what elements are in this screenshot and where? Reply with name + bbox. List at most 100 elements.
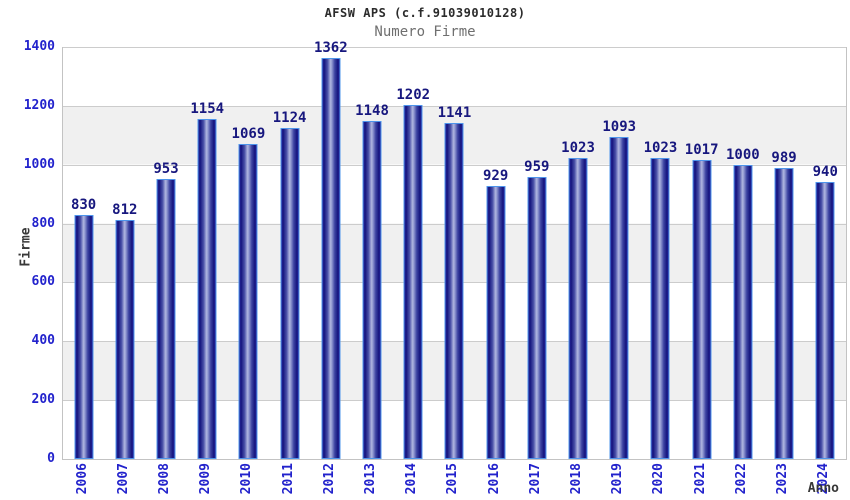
bar bbox=[197, 119, 217, 459]
x-tick-label: 2010 bbox=[239, 463, 255, 495]
bar-slot: 1023 bbox=[640, 47, 681, 459]
x-tick-label: 2013 bbox=[363, 463, 379, 495]
bar-slot: 1124 bbox=[269, 47, 310, 459]
x-tick-label: 2009 bbox=[198, 463, 214, 495]
x-tick-label: 2014 bbox=[404, 463, 420, 495]
bar-slot: 1362 bbox=[310, 41, 351, 459]
bar bbox=[444, 123, 464, 459]
x-tick-label: 2022 bbox=[733, 463, 749, 495]
bar-value-label: 929 bbox=[482, 167, 509, 184]
bar-slot: 1148 bbox=[351, 47, 392, 459]
x-tick-slot: 2018 bbox=[556, 463, 597, 500]
bar-slot: 989 bbox=[763, 47, 804, 459]
bar-slot: 1154 bbox=[187, 47, 228, 459]
x-tick-slot: 2016 bbox=[474, 463, 515, 500]
bar-value-label: 830 bbox=[70, 196, 97, 213]
bar-slot: 1141 bbox=[434, 47, 475, 459]
bar bbox=[403, 105, 423, 459]
x-tick-slot: 2022 bbox=[721, 463, 762, 500]
bar bbox=[774, 167, 794, 459]
x-tick-slot: 2009 bbox=[186, 463, 227, 500]
bar-value-label: 1148 bbox=[355, 103, 389, 120]
bar-value-label: 1023 bbox=[561, 139, 595, 156]
x-tick-label: 2021 bbox=[692, 463, 708, 495]
x-tick-label: 2012 bbox=[321, 463, 337, 495]
x-tick-slot: 2006 bbox=[62, 463, 103, 500]
chart-subtitle: Numero Firme bbox=[374, 24, 476, 40]
bar-slot: 1202 bbox=[393, 47, 434, 459]
gridline bbox=[63, 105, 846, 107]
bar-slot: 1093 bbox=[599, 47, 640, 459]
bar-value-label: 959 bbox=[524, 158, 550, 175]
bar bbox=[115, 220, 135, 459]
bar bbox=[362, 121, 382, 459]
x-tick-label: 2023 bbox=[775, 463, 791, 495]
bar-value-label: 1202 bbox=[396, 87, 431, 104]
bar bbox=[692, 159, 712, 459]
plot-area: 830 812 953 1154 1069 1124 1362 1148 1202 1141 929… bbox=[62, 41, 847, 460]
y-axis-title: Firme bbox=[18, 227, 34, 267]
bar-value-label: 1069 bbox=[231, 126, 266, 143]
bar-value-label: 1093 bbox=[602, 119, 637, 136]
x-tick-label: 2008 bbox=[157, 463, 172, 495]
x-tick-slot: 2007 bbox=[103, 463, 144, 500]
bar bbox=[568, 157, 588, 459]
bar-slot: 1023 bbox=[557, 47, 598, 459]
bar-value-label: 812 bbox=[112, 202, 138, 219]
bar-value-label: 989 bbox=[771, 149, 797, 166]
x-tick-label: 2015 bbox=[445, 463, 461, 495]
y-tick-label: 1200 bbox=[23, 97, 55, 113]
x-tick-label: 2020 bbox=[651, 463, 667, 495]
y-tick-label: 1000 bbox=[23, 156, 55, 172]
bar bbox=[321, 58, 341, 459]
bars-container: 830 812 953 1154 1069 1124 1362 1148 1202 1141 929… bbox=[63, 41, 846, 459]
x-tick-slot: 2021 bbox=[680, 463, 721, 500]
bar-value-label: 1362 bbox=[313, 40, 348, 57]
x-tick-slot: 2020 bbox=[639, 463, 680, 500]
bar-value-label: 940 bbox=[812, 164, 838, 181]
bar-slot: 1000 bbox=[722, 47, 763, 459]
x-tick-slot: 2023 bbox=[762, 463, 803, 500]
bar-slot: 959 bbox=[516, 47, 557, 459]
chart-title: AFSW APS (c.f.91039010128) bbox=[324, 6, 526, 20]
y-tick-label: 0 bbox=[47, 451, 55, 466]
bar bbox=[74, 214, 94, 459]
bar-slot: 830 bbox=[63, 47, 104, 459]
bar-slot: 953 bbox=[145, 47, 186, 459]
bar-value-label: 1124 bbox=[272, 110, 307, 127]
bar-value-label: 1141 bbox=[437, 105, 472, 122]
x-tick-slot: 2013 bbox=[350, 463, 391, 500]
x-tick-label: 2018 bbox=[569, 463, 585, 495]
bar bbox=[156, 178, 176, 459]
x-tick-slot: 2011 bbox=[268, 463, 309, 500]
x-tick-slot: 2012 bbox=[309, 463, 350, 500]
bar-slot: 812 bbox=[104, 47, 145, 459]
bar-value-label: 1023 bbox=[643, 139, 678, 156]
bar bbox=[609, 137, 629, 459]
y-tick-label: 800 bbox=[31, 215, 55, 231]
bar bbox=[815, 182, 835, 459]
y-tick-label: 600 bbox=[31, 274, 55, 290]
gridline bbox=[63, 47, 846, 48]
x-tick-label: 2019 bbox=[610, 463, 626, 495]
bar-slot: 1017 bbox=[681, 47, 722, 459]
bar bbox=[238, 144, 258, 459]
x-tick-slot: 2015 bbox=[433, 463, 474, 500]
bar-value-label: 1000 bbox=[725, 146, 760, 163]
x-tick-slot: 2017 bbox=[515, 463, 556, 500]
x-tick-slot: 2019 bbox=[598, 463, 639, 500]
bar-slot: 929 bbox=[475, 47, 516, 459]
x-tick-slot: 2014 bbox=[392, 463, 433, 500]
x-axis-tick-labels: 2006 2007 2008 2009 2010 2011 2012 2013 2014 2015… bbox=[62, 463, 845, 500]
bar bbox=[486, 185, 506, 459]
bar bbox=[733, 164, 753, 459]
y-tick-label: 400 bbox=[31, 333, 55, 349]
y-tick-label: 1400 bbox=[23, 39, 55, 54]
x-tick-label: 2011 bbox=[280, 463, 296, 495]
bar-value-label: 953 bbox=[153, 160, 179, 177]
x-tick-slot: 2008 bbox=[144, 463, 185, 500]
x-tick-slot: 2010 bbox=[227, 463, 268, 500]
x-tick-label: 2007 bbox=[115, 463, 131, 495]
x-tick-label: 2016 bbox=[486, 463, 502, 495]
